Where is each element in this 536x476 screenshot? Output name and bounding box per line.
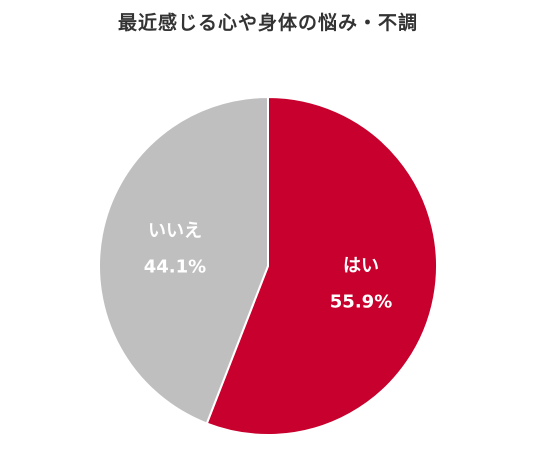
slice-label-0: はい	[343, 255, 379, 276]
pie-slice-1	[98, 95, 269, 425]
pie-slice-0	[205, 95, 438, 436]
slice-value-1: 44.1%	[144, 257, 206, 278]
chart-title: 最近感じる心や身体の悩み・不調	[117, 12, 418, 34]
slice-value-0: 55.9%	[330, 291, 392, 312]
slice-label-1: いいえ	[148, 221, 202, 242]
